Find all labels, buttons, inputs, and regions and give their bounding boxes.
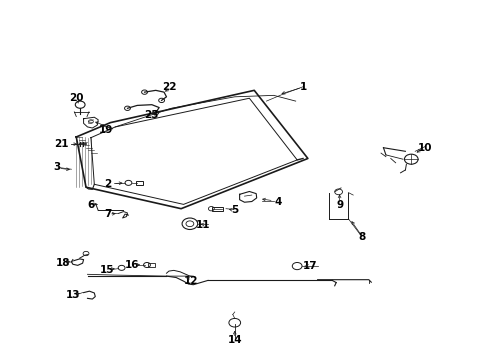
Bar bbox=[136, 181, 143, 185]
Bar bbox=[212, 207, 223, 211]
Text: 18: 18 bbox=[56, 258, 70, 268]
Text: 17: 17 bbox=[303, 261, 317, 271]
Text: 9: 9 bbox=[335, 200, 343, 210]
Text: 3: 3 bbox=[53, 162, 61, 172]
Text: 16: 16 bbox=[125, 260, 139, 270]
Text: 20: 20 bbox=[69, 93, 83, 103]
Bar bbox=[148, 263, 155, 267]
Text: 22: 22 bbox=[162, 82, 176, 92]
Text: 21: 21 bbox=[54, 139, 69, 149]
Text: 19: 19 bbox=[98, 125, 113, 135]
Text: 4: 4 bbox=[274, 197, 282, 207]
Text: 13: 13 bbox=[65, 291, 80, 301]
Text: 6: 6 bbox=[87, 200, 94, 210]
Text: 11: 11 bbox=[195, 220, 210, 230]
Text: 15: 15 bbox=[100, 265, 114, 275]
Text: 2: 2 bbox=[104, 179, 111, 189]
Text: 23: 23 bbox=[144, 111, 159, 121]
Text: 10: 10 bbox=[417, 143, 431, 153]
Text: 7: 7 bbox=[104, 209, 111, 219]
Text: 1: 1 bbox=[299, 82, 306, 92]
Text: 14: 14 bbox=[227, 334, 242, 345]
Text: 5: 5 bbox=[231, 206, 238, 216]
Text: 8: 8 bbox=[357, 232, 365, 242]
Text: 12: 12 bbox=[183, 276, 198, 286]
